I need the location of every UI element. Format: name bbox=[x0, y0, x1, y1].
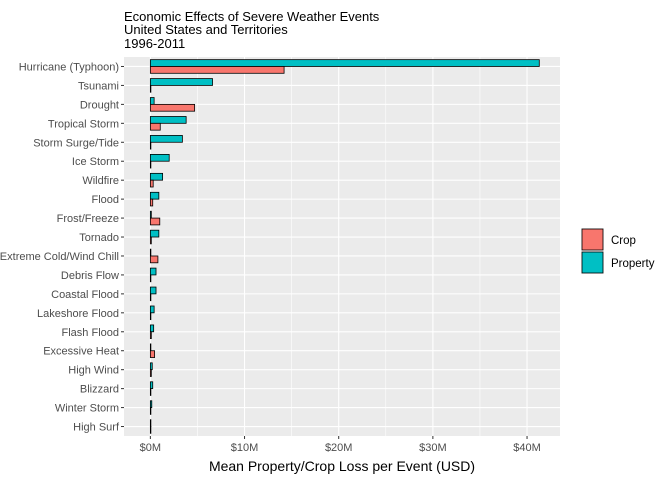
x-tick-label: $10M bbox=[231, 442, 259, 454]
x-axis-title: Mean Property/Crop Loss per Event (USD) bbox=[209, 458, 475, 474]
legend-swatch-property bbox=[581, 251, 604, 274]
bar-crop bbox=[149, 217, 161, 226]
x-tick-label: $40M bbox=[513, 442, 541, 454]
x-tick-label: $30M bbox=[419, 442, 447, 454]
bar-crop bbox=[149, 255, 159, 264]
y-tick-label: High Surf bbox=[73, 422, 120, 434]
x-axis: $0M $10M $20M $30M $40M bbox=[140, 436, 541, 454]
y-tick-label: Drought bbox=[80, 99, 119, 111]
y-tick-label: Hurricane (Typhoon) bbox=[19, 61, 119, 73]
bar-property bbox=[149, 381, 154, 390]
title-line-1: Economic Effects of Severe Weather Event… bbox=[124, 9, 380, 24]
bar-property bbox=[149, 210, 152, 219]
bar-crop bbox=[149, 66, 285, 74]
bar-property bbox=[149, 324, 155, 333]
bar-property bbox=[149, 343, 152, 352]
bar-crop bbox=[149, 179, 154, 188]
bar-crop bbox=[149, 407, 152, 415]
bar-crop bbox=[149, 198, 154, 207]
y-tick-label: Frost/Freeze bbox=[57, 213, 119, 225]
y-tick-label: Extreme Cold/Wind Chill bbox=[0, 251, 119, 263]
bar-property bbox=[149, 154, 170, 162]
legend: Crop Property bbox=[581, 228, 655, 274]
y-tick-label: Storm Surge/Tide bbox=[33, 137, 119, 149]
bar-crop bbox=[149, 293, 152, 302]
bar-crop bbox=[149, 274, 152, 283]
bar-crop bbox=[149, 350, 156, 358]
y-tick-label: Wildfire bbox=[82, 175, 119, 187]
bar-crop bbox=[149, 388, 152, 396]
legend-swatch-crop bbox=[581, 228, 604, 251]
bars bbox=[149, 59, 540, 434]
y-axis: Hurricane (Typhoon) Tsunami Drought Tropica… bbox=[0, 61, 124, 434]
y-tick-label: Winter Storm bbox=[55, 403, 119, 415]
plot-panel bbox=[124, 57, 560, 436]
bar-property bbox=[149, 419, 152, 427]
y-tick-label: High Wind bbox=[68, 365, 119, 377]
bar-property bbox=[149, 362, 153, 371]
y-tick-label: Debris Flow bbox=[61, 270, 119, 282]
x-tick-label: $0M bbox=[140, 442, 161, 454]
bar-property bbox=[149, 286, 157, 295]
bar-property bbox=[149, 116, 187, 124]
y-tick-label: Tsunami bbox=[78, 80, 119, 92]
bar-property bbox=[149, 248, 152, 257]
x-tick-label: $20M bbox=[325, 442, 353, 454]
legend-label-crop: Crop bbox=[611, 235, 636, 247]
bar-property bbox=[149, 400, 153, 408]
bar-property bbox=[149, 305, 155, 314]
y-tick-label: Flood bbox=[91, 194, 119, 206]
bar-crop bbox=[149, 426, 152, 434]
bar-crop bbox=[149, 160, 152, 169]
bar-property bbox=[149, 135, 183, 143]
bar-crop bbox=[149, 369, 152, 377]
bar-crop bbox=[149, 122, 161, 131]
y-tick-label: Lakeshore Flood bbox=[37, 308, 119, 320]
y-tick-label: Blizzard bbox=[80, 384, 119, 396]
legend-label-property: Property bbox=[611, 258, 655, 270]
title-line-2: United States and Territories bbox=[124, 22, 288, 37]
bar-property bbox=[149, 59, 540, 67]
bar-crop bbox=[149, 103, 196, 112]
title-line-3: 1996-2011 bbox=[124, 36, 185, 51]
bar-crop bbox=[149, 236, 152, 245]
bar-property bbox=[149, 78, 213, 86]
bar-property bbox=[149, 191, 160, 200]
y-tick-label: Flash Flood bbox=[62, 327, 119, 339]
y-tick-label: Tornado bbox=[79, 232, 119, 244]
y-tick-label: Excessive Heat bbox=[43, 346, 119, 358]
bar-crop bbox=[149, 331, 152, 339]
bar-property bbox=[149, 267, 157, 276]
bar-crop bbox=[149, 141, 152, 150]
bar-property bbox=[149, 97, 155, 105]
bar-property bbox=[149, 229, 160, 238]
bar-crop bbox=[149, 312, 152, 321]
y-tick-label: Coastal Flood bbox=[51, 289, 119, 301]
chart-title: Economic Effects of Severe Weather Event… bbox=[124, 9, 380, 51]
bar-crop bbox=[149, 85, 152, 93]
bar-property bbox=[149, 172, 164, 181]
y-tick-label: Tropical Storm bbox=[48, 118, 119, 130]
y-tick-label: Ice Storm bbox=[72, 156, 119, 168]
